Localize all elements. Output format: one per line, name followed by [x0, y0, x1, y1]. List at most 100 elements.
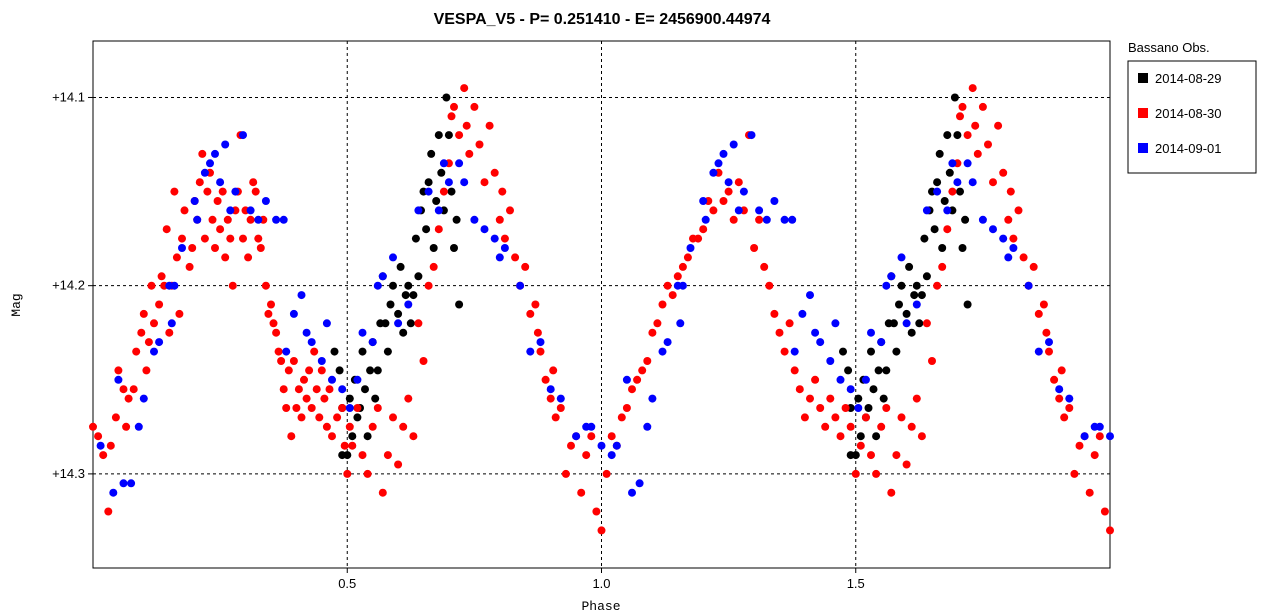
- data-point-s0-83: [933, 178, 942, 187]
- data-point-s1-72: [294, 385, 303, 394]
- data-point-s1-210: [928, 357, 936, 365]
- data-point-s1-42: [218, 187, 227, 196]
- data-point-s1-70: [289, 357, 298, 365]
- data-point-s1-134: [546, 394, 555, 403]
- legend-swatch-2: [1138, 143, 1148, 153]
- data-point-s1-2: [99, 451, 108, 460]
- y-tick-label-0: +14.1: [52, 89, 85, 104]
- data-point-s1-74: [300, 375, 308, 384]
- data-point-s1-28: [180, 206, 189, 215]
- data-point-s0-43: [444, 131, 453, 140]
- data-point-s1-231: [1019, 253, 1028, 262]
- data-point-s1-183: [790, 366, 799, 375]
- data-point-s1-82: [320, 394, 329, 403]
- data-point-s1-243: [1070, 469, 1079, 478]
- data-point-s2-73: [648, 394, 657, 403]
- data-point-s1-156: [653, 319, 662, 328]
- data-point-s1-224: [989, 178, 997, 187]
- data-point-s2-103: [846, 385, 855, 394]
- data-point-s0-92: [956, 187, 964, 196]
- data-point-s1-7: [119, 385, 128, 394]
- data-point-s0-26: [401, 291, 410, 300]
- data-point-s0-73: [907, 328, 916, 337]
- data-point-s2-65: [587, 422, 596, 431]
- data-point-s1-230: [1014, 206, 1023, 215]
- data-point-s2-113: [922, 206, 931, 215]
- data-point-s1-15: [144, 338, 153, 347]
- data-point-s0-22: [389, 281, 397, 290]
- data-point-s2-86: [729, 140, 738, 149]
- data-point-s0-20: [383, 347, 392, 356]
- data-point-s0-64: [882, 366, 891, 375]
- data-point-s2-49: [439, 159, 448, 168]
- data-point-s2-8: [155, 338, 164, 347]
- data-point-s1-159: [668, 291, 677, 300]
- data-point-s0-15: [371, 394, 380, 403]
- data-point-s2-18: [216, 178, 225, 187]
- data-point-s0-10: [358, 347, 367, 356]
- data-point-s0-82: [930, 225, 939, 234]
- data-point-s2-115: [943, 206, 952, 215]
- data-point-s1-217: [958, 102, 967, 111]
- data-point-s1-225: [994, 121, 1003, 130]
- data-point-s1-130: [531, 300, 540, 309]
- data-point-s0-95: [963, 300, 972, 309]
- data-point-s1-29: [185, 262, 194, 271]
- data-point-s1-196: [856, 441, 865, 450]
- data-point-s0-19: [381, 319, 390, 328]
- data-point-s1-247: [1090, 451, 1099, 460]
- data-point-s0-70: [897, 281, 906, 290]
- data-point-s1-238: [1050, 375, 1059, 384]
- data-point-s2-6: [139, 394, 148, 403]
- data-point-s2-78: [678, 281, 687, 290]
- data-point-s2-2: [114, 375, 123, 384]
- data-point-s1-65: [277, 357, 286, 365]
- data-point-s1-221: [973, 149, 982, 158]
- data-point-s0-29: [409, 291, 418, 300]
- data-point-s1-89: [343, 469, 352, 478]
- data-point-s1-24: [170, 187, 179, 196]
- data-point-s1-207: [912, 394, 921, 403]
- data-point-s1-179: [770, 309, 779, 318]
- data-point-s1-126: [511, 253, 520, 262]
- data-point-s1-226: [999, 168, 1008, 177]
- data-point-s2-54: [480, 225, 489, 234]
- data-point-s1-141: [577, 488, 586, 497]
- data-point-s2-110: [897, 253, 906, 262]
- data-point-s1-46: [228, 281, 237, 290]
- x-tick-label-2: 1.5: [847, 576, 865, 591]
- data-point-s1-142: [582, 451, 591, 460]
- data-point-s1-131: [533, 328, 542, 337]
- data-point-s1-71: [292, 404, 301, 412]
- data-point-s1-41: [216, 225, 225, 234]
- data-point-s2-52: [460, 178, 469, 187]
- data-point-s1-26: [175, 309, 184, 318]
- data-point-s1-244: [1075, 441, 1084, 450]
- data-point-s0-72: [905, 262, 914, 271]
- data-point-s1-25: [172, 253, 181, 262]
- data-point-s2-124: [1009, 244, 1018, 252]
- data-point-s2-90: [755, 206, 764, 215]
- data-point-s0-78: [920, 234, 929, 243]
- data-points: [89, 84, 1114, 535]
- data-point-s2-105: [861, 375, 870, 384]
- data-point-s1-13: [139, 309, 148, 318]
- data-point-s2-83: [714, 159, 723, 168]
- data-point-s1-106: [424, 281, 433, 290]
- data-point-s2-95: [790, 347, 799, 356]
- data-point-s1-36: [203, 187, 212, 196]
- data-point-s0-61: [874, 366, 883, 375]
- data-point-s2-58: [516, 281, 525, 290]
- data-point-s1-200: [877, 422, 886, 431]
- data-point-s1-178: [765, 281, 774, 290]
- data-point-s1-120: [485, 121, 494, 130]
- data-point-s1-157: [658, 300, 667, 309]
- data-point-s1-61: [267, 300, 275, 309]
- data-point-s0-16: [373, 366, 382, 375]
- data-point-s2-126: [1034, 347, 1043, 356]
- data-point-s2-67: [607, 451, 616, 460]
- data-point-s1-177: [760, 262, 769, 271]
- data-point-s0-12: [363, 432, 372, 441]
- y-axis-label: Mag: [9, 293, 24, 316]
- data-point-s1-8: [122, 422, 131, 431]
